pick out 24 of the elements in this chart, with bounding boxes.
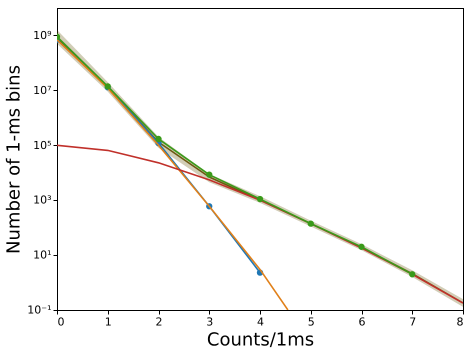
y-tick-label: 10³ xyxy=(33,194,52,207)
x-axis-title: Counts/1ms xyxy=(206,330,314,350)
point xyxy=(409,271,416,278)
y-tick-label: 10⁹ xyxy=(33,28,52,42)
point xyxy=(206,172,212,178)
y-tick-label: 10⁻¹ xyxy=(27,304,52,316)
point xyxy=(308,220,314,227)
y-tick-label: 10⁵ xyxy=(33,138,52,152)
x-tick-label: 7 xyxy=(409,316,416,328)
y-tick-label: 10¹ xyxy=(33,248,52,262)
x-tick-label: 1 xyxy=(104,316,112,328)
x-tick-label: 4 xyxy=(257,316,264,328)
x-tick-label: 2 xyxy=(156,316,162,328)
line-series xyxy=(57,144,463,304)
x-tick-label: 8 xyxy=(456,316,464,328)
x-tick-label: 6 xyxy=(358,316,366,328)
point xyxy=(256,196,264,202)
x-tick-label: 3 xyxy=(206,316,214,328)
point xyxy=(155,136,162,142)
y-tick-label: 10⁷ xyxy=(33,84,52,97)
x-tick-label: 5 xyxy=(308,316,315,328)
point xyxy=(358,244,365,250)
y-axis-title: Number of 1-ms bins xyxy=(3,65,24,254)
x-tick-label: 0 xyxy=(58,316,64,328)
